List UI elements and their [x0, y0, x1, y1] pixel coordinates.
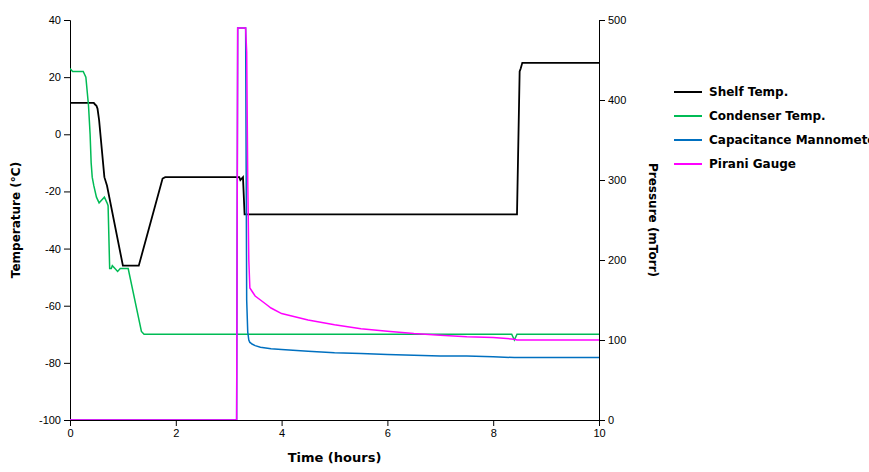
- tick-mark: [599, 420, 605, 421]
- tick-label: -40: [45, 243, 61, 255]
- tick: -20: [45, 185, 70, 197]
- tick: 0: [599, 414, 614, 426]
- axis-line: [71, 421, 600, 427]
- tick-mark: [176, 420, 177, 426]
- tick-label: 300: [608, 174, 626, 186]
- axis-line: [600, 21, 606, 421]
- tick-label: 20: [49, 71, 61, 83]
- tick: 0: [67, 420, 73, 439]
- tick-mark: [64, 249, 70, 250]
- x-axis: 0 2 4 6 8 10: [67, 420, 605, 439]
- tick-label: 2: [173, 427, 179, 439]
- series-line: [70, 69, 599, 340]
- tick-label: -60: [45, 300, 61, 312]
- tick: -100: [39, 414, 70, 426]
- y2-axis: 0 100 200 300 400 500: [599, 14, 626, 426]
- tick-mark: [64, 420, 70, 421]
- tick-label: 200: [608, 254, 626, 266]
- tick-mark: [599, 260, 605, 261]
- tick-label: -20: [45, 185, 61, 197]
- lines: [70, 28, 599, 420]
- y-axis: -100 -80 -60 -40 -20 0 20 40: [39, 14, 71, 426]
- tick: 0: [55, 128, 70, 140]
- tick: 300: [599, 174, 626, 186]
- tick: 8: [491, 420, 497, 439]
- tick: 40: [49, 14, 70, 26]
- tick-mark: [599, 340, 605, 341]
- x-axis-title: Time (hours): [288, 450, 382, 465]
- tick-label: 100: [608, 334, 626, 346]
- legend-item: Condenser Temp.: [674, 109, 826, 123]
- tick-mark: [64, 363, 70, 364]
- tick-mark: [64, 20, 70, 21]
- tick-label: 40: [49, 14, 61, 26]
- y-axis-title: Temperature (°C): [9, 162, 23, 278]
- tick: -40: [45, 243, 70, 255]
- tick: 10: [593, 420, 605, 439]
- plot: 0246810-100-80-60-40-2002040010020030040…: [9, 14, 869, 465]
- tick-mark: [599, 100, 605, 101]
- legend-swatch: [674, 91, 702, 93]
- tick-label: 6: [385, 427, 391, 439]
- tick-label: 0: [55, 128, 61, 140]
- tick: -80: [45, 357, 70, 369]
- tick-mark: [64, 191, 70, 192]
- tick-label: 400: [608, 94, 626, 106]
- tick-label: -100: [39, 414, 61, 426]
- tick: 20: [49, 71, 70, 83]
- tick: 200: [599, 254, 626, 266]
- legend-label: Pirani Gauge: [709, 157, 796, 171]
- y2-axis-title: Pressure (mTorr): [646, 163, 660, 277]
- tick: 6: [385, 420, 391, 439]
- tick-mark: [599, 20, 605, 21]
- tick: 2: [173, 420, 179, 439]
- tick-mark: [493, 420, 494, 426]
- tick: 400: [599, 94, 626, 106]
- tick-mark: [282, 420, 283, 426]
- series-line: [70, 28, 599, 420]
- tick-label: 0: [67, 427, 73, 439]
- legend-label: Capacitance Mannometer: [709, 133, 869, 147]
- tick-mark: [599, 180, 605, 181]
- axis-line: [64, 21, 71, 421]
- legend-label: Shelf Temp.: [709, 85, 788, 99]
- tick-label: 4: [279, 427, 285, 439]
- legend: Shelf Temp. Condenser Temp. Capacitance Ma…: [674, 85, 869, 171]
- tick: 500: [599, 14, 626, 26]
- legend-item: Pirani Gauge: [674, 157, 796, 171]
- series-line: [70, 63, 599, 266]
- chart: 0246810-100-80-60-40-2002040010020030040…: [0, 0, 869, 472]
- tick-mark: [387, 420, 388, 426]
- tick: 100: [599, 334, 626, 346]
- legend-item: Capacitance Mannometer: [674, 133, 869, 147]
- tick-label: 500: [608, 14, 626, 26]
- legend-swatch: [674, 139, 702, 141]
- tick-label: 8: [491, 427, 497, 439]
- tick-label: 10: [593, 427, 605, 439]
- tick: -60: [45, 300, 70, 312]
- tick-label: -80: [45, 357, 61, 369]
- legend-item: Shelf Temp.: [674, 85, 788, 99]
- tick-mark: [64, 306, 70, 307]
- tick-mark: [64, 134, 70, 135]
- tick: 4: [279, 420, 285, 439]
- legend-swatch: [674, 163, 702, 165]
- tick-mark: [64, 77, 70, 78]
- legend-label: Condenser Temp.: [709, 109, 826, 123]
- tick-label: 0: [608, 414, 614, 426]
- series-line: [70, 28, 599, 420]
- legend-swatch: [674, 115, 702, 117]
